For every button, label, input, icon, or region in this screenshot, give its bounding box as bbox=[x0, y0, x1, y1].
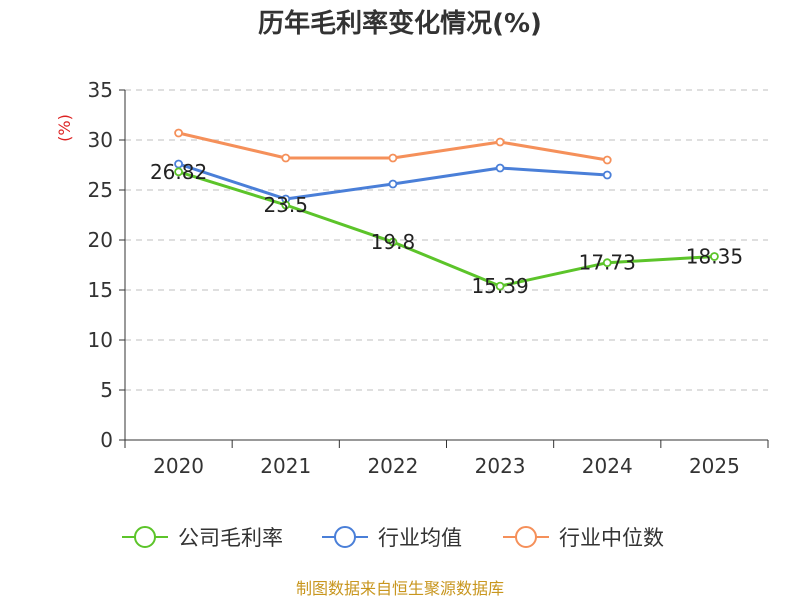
gridlines bbox=[125, 89, 768, 391]
data-labels: 26.82 23.5 19.8 15.39 17.73 18.35 bbox=[150, 160, 743, 298]
data-point[interactable] bbox=[388, 179, 398, 189]
data-point[interactable] bbox=[174, 167, 183, 177]
legend-swatch-marker[interactable] bbox=[334, 526, 356, 548]
data-point[interactable] bbox=[281, 153, 291, 163]
data-point[interactable] bbox=[388, 237, 398, 247]
legend-label[interactable]: 行业均值 bbox=[378, 526, 462, 550]
y-tick-label: 20 bbox=[88, 228, 113, 252]
data-point[interactable] bbox=[495, 281, 505, 291]
y-tick-label: 10 bbox=[88, 328, 113, 352]
data-point[interactable] bbox=[710, 252, 719, 261]
data-label: 17.73 bbox=[579, 251, 636, 275]
x-tick-label: 2022 bbox=[367, 454, 418, 478]
data-point[interactable] bbox=[602, 155, 612, 165]
data-point[interactable] bbox=[602, 170, 612, 180]
data-point[interactable] bbox=[495, 163, 505, 173]
y-tick-label: 30 bbox=[88, 128, 113, 152]
data-point[interactable] bbox=[495, 137, 505, 147]
data-label: 26.82 bbox=[150, 160, 207, 184]
data-point[interactable] bbox=[281, 200, 291, 210]
legend-label[interactable]: 公司毛利率 bbox=[178, 526, 283, 550]
data-point[interactable] bbox=[174, 128, 183, 138]
legend-swatch-marker[interactable] bbox=[515, 526, 537, 548]
y-tick-label: 0 bbox=[100, 428, 113, 452]
source-note: 制图数据来自恒生聚源数据库 bbox=[296, 579, 504, 598]
x-tick-label: 2020 bbox=[153, 454, 204, 478]
x-tick-label: 2024 bbox=[582, 454, 633, 478]
data-label: 19.8 bbox=[371, 230, 416, 254]
y-tick-label: 15 bbox=[88, 278, 113, 302]
data-point[interactable] bbox=[602, 258, 612, 268]
data-label: 15.39 bbox=[471, 274, 528, 298]
data-point[interactable] bbox=[388, 153, 398, 163]
x-tick-label: 2023 bbox=[475, 454, 526, 478]
y-tick-label: 35 bbox=[88, 78, 113, 102]
y-tick-label: 25 bbox=[88, 178, 113, 202]
y-axis-label: (%) bbox=[55, 114, 74, 142]
axes bbox=[119, 89, 769, 448]
legend-swatch-marker[interactable] bbox=[134, 526, 156, 548]
legend[interactable]: 公司毛利率 行业均值 行业中位数 bbox=[122, 526, 664, 550]
data-label: 23.5 bbox=[263, 193, 308, 217]
legend-label[interactable]: 行业中位数 bbox=[559, 526, 664, 550]
chart-title: 历年毛利率变化情况(%) bbox=[258, 8, 542, 39]
x-tick-label: 2021 bbox=[260, 454, 311, 478]
data-label: 18.35 bbox=[686, 245, 743, 269]
series-line bbox=[177, 170, 716, 288]
series-group bbox=[174, 128, 719, 291]
y-tick-label: 5 bbox=[100, 378, 113, 402]
x-tick-label: 2025 bbox=[689, 454, 740, 478]
